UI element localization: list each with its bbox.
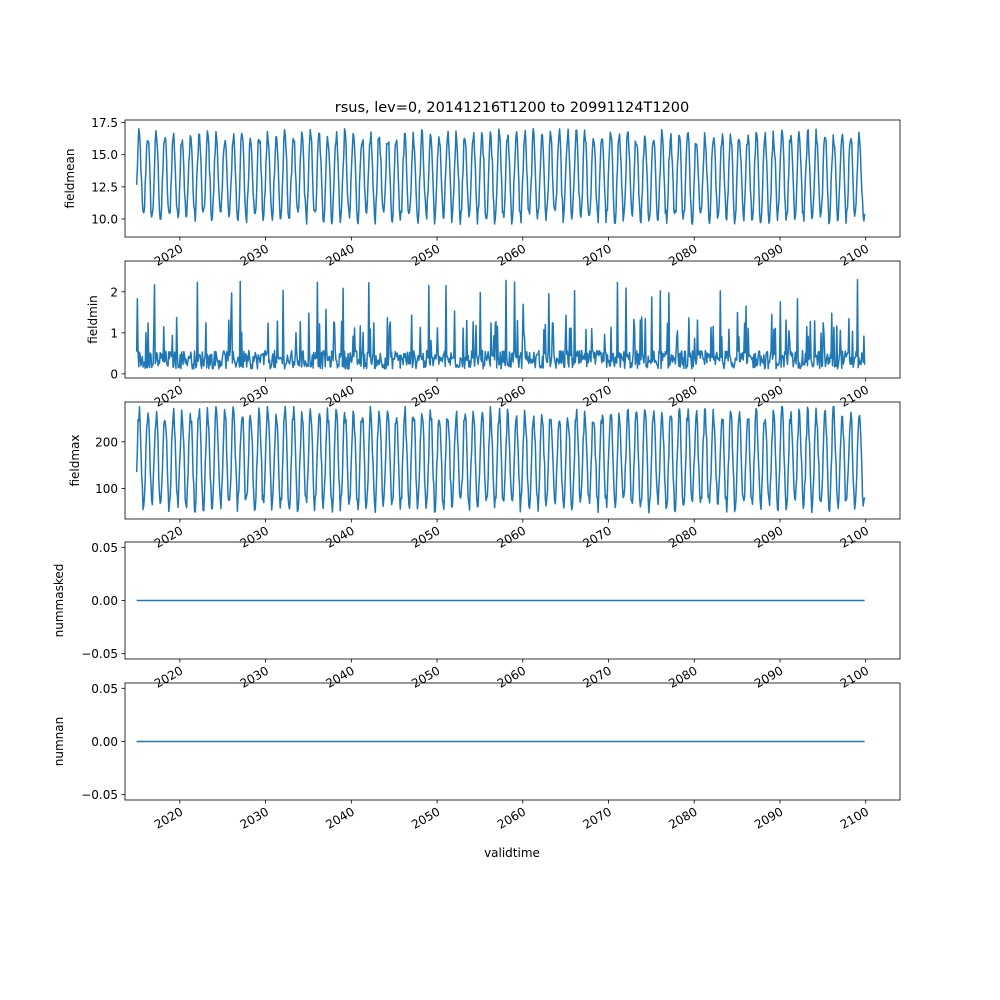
y-axis-label: numnan: [52, 717, 66, 766]
y-tick-label: 0: [110, 367, 118, 381]
y-tick-label: 0.05: [91, 682, 118, 696]
y-tick-label: 0.00: [91, 594, 118, 608]
y-axis-label: nummasked: [52, 564, 66, 638]
series-line-fieldmean: [135, 127, 866, 226]
y-axis-label: fieldmean: [63, 149, 77, 209]
axes-frame: [124, 119, 901, 238]
y-axis-label: fieldmin: [86, 295, 100, 344]
x-axis-label: validtime: [484, 846, 540, 860]
y-tick-label: 200: [95, 435, 118, 449]
y-tick-label: 0.05: [91, 541, 118, 555]
y-tick-label: 10.0: [91, 213, 118, 227]
y-tick-label: 0.00: [91, 735, 118, 749]
y-tick-label: 2: [110, 285, 118, 299]
figure-title: rsus, lev=0, 20141216T1200 to 20991124T1…: [335, 100, 690, 116]
y-tick-label: 15.0: [91, 148, 118, 162]
y-tick-label: −0.05: [81, 647, 118, 661]
y-tick-label: 1: [110, 326, 118, 340]
axes-frame: [124, 401, 901, 520]
y-tick-label: 12.5: [91, 180, 118, 194]
y-tick-label: 100: [95, 482, 118, 496]
y-axis-label: fieldmax: [68, 434, 82, 486]
axes-frame: [124, 260, 901, 379]
y-tick-label: −0.05: [81, 788, 118, 802]
y-tick-label: 17.5: [91, 116, 118, 130]
series-line-fieldmax: [135, 405, 866, 514]
series-line-fieldmin: [135, 278, 866, 370]
